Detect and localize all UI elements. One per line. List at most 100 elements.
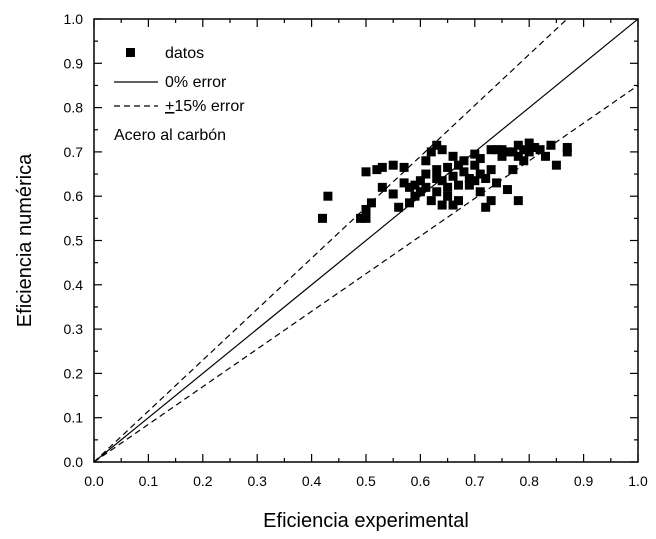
data-point (432, 173, 442, 183)
data-point (475, 154, 485, 164)
data-point (388, 160, 398, 170)
data-point (415, 187, 425, 197)
legend-zero-error-label: 0% error (165, 74, 227, 91)
data-point (492, 178, 502, 188)
x-tick-label: 0.8 (519, 473, 539, 489)
y-tick-label: 0.9 (64, 55, 84, 71)
data-point (475, 187, 485, 197)
axis-ticks: 0.0 0.1 0.2 0.3 0.4 0.5 0.6 0.7 0.8 0.9 1.0 0.0 0.1 0… (64, 11, 648, 489)
y-tick-label: 0.0 (64, 454, 84, 470)
data-point (426, 196, 436, 206)
data-point (513, 151, 523, 161)
legend: datos 0% error +15% error Acero al carbó… (114, 45, 245, 144)
data-point (366, 198, 376, 208)
data-point (551, 160, 561, 170)
x-tick-label: 0.1 (139, 473, 159, 489)
data-point (453, 180, 463, 190)
data-point (470, 176, 480, 186)
data-point (361, 167, 371, 177)
data-point (421, 182, 431, 192)
data-point (437, 176, 447, 186)
data-point (524, 147, 534, 157)
y-axis-title: Eficiencia numérica (14, 153, 36, 327)
data-point (470, 160, 480, 170)
y-tick-label: 0.2 (64, 365, 84, 381)
legend-fifteen-rest: 15% error (174, 98, 245, 115)
data-point (372, 165, 382, 175)
data-point (394, 202, 404, 212)
x-axis-title: Eficiencia experimental (263, 510, 469, 532)
y-tick-label: 0.7 (64, 144, 84, 160)
data-point (443, 182, 453, 192)
data-point (361, 213, 371, 223)
x-tick-label: 0.9 (574, 473, 594, 489)
data-point (519, 145, 529, 155)
data-point (443, 191, 453, 201)
data-point (470, 149, 480, 159)
data-point (502, 147, 512, 157)
data-point (399, 178, 409, 188)
data-point (317, 213, 327, 223)
y-tick-label: 0.8 (64, 100, 84, 116)
data-point (361, 204, 371, 214)
data-point (481, 202, 491, 212)
x-tick-label: 1.0 (628, 473, 648, 489)
x-tick-label: 0.0 (84, 473, 104, 489)
x-tick-label: 0.6 (411, 473, 431, 489)
legend-plus-symbol: + (165, 98, 174, 115)
data-point (432, 140, 442, 150)
data-point (399, 162, 409, 172)
data-point (562, 142, 572, 152)
data-point (464, 180, 474, 190)
data-point (426, 147, 436, 157)
data-point (421, 169, 431, 179)
x-tick-label: 0.2 (193, 473, 213, 489)
legend-annotation: Acero al carbón (114, 127, 226, 144)
data-point (388, 189, 398, 199)
legend-fifteen-error-label: +15% error (165, 98, 245, 115)
data-point (508, 147, 518, 157)
data-point (508, 165, 518, 175)
data-point (530, 142, 540, 152)
data-point (513, 140, 523, 150)
data-point (541, 151, 551, 161)
x-tick-label: 0.4 (302, 473, 322, 489)
reference-line-1 (94, 19, 568, 462)
data-point (486, 196, 496, 206)
data-point (410, 180, 420, 190)
x-tick-label: 0.5 (356, 473, 376, 489)
data-point (443, 162, 453, 172)
data-point (453, 196, 463, 206)
reference-line-0 (94, 19, 638, 462)
x-tick-label: 0.7 (465, 473, 485, 489)
y-tick-label: 0.4 (64, 277, 84, 293)
data-point (356, 213, 366, 223)
y-tick-label: 0.1 (64, 410, 84, 426)
data-point (524, 138, 534, 148)
data-point (432, 165, 442, 175)
data-point (475, 169, 485, 179)
data-point (415, 176, 425, 186)
x-tick-label: 0.3 (247, 473, 267, 489)
data-point (481, 173, 491, 183)
data-point (448, 151, 458, 161)
data-point (377, 162, 387, 172)
y-tick-label: 1.0 (64, 11, 84, 27)
data-point (459, 156, 469, 166)
data-point (497, 151, 507, 161)
data-point (448, 200, 458, 210)
data-points (317, 138, 572, 223)
data-point (464, 173, 474, 183)
data-point (421, 156, 431, 166)
data-point (546, 140, 556, 150)
data-point (502, 185, 512, 195)
data-point (323, 191, 333, 201)
legend-datos-marker (126, 48, 135, 57)
data-point (486, 145, 496, 155)
y-tick-label: 0.6 (64, 188, 84, 204)
data-point (405, 182, 415, 192)
data-point (377, 182, 387, 192)
data-point (437, 145, 447, 155)
legend-datos-label: datos (165, 45, 204, 62)
